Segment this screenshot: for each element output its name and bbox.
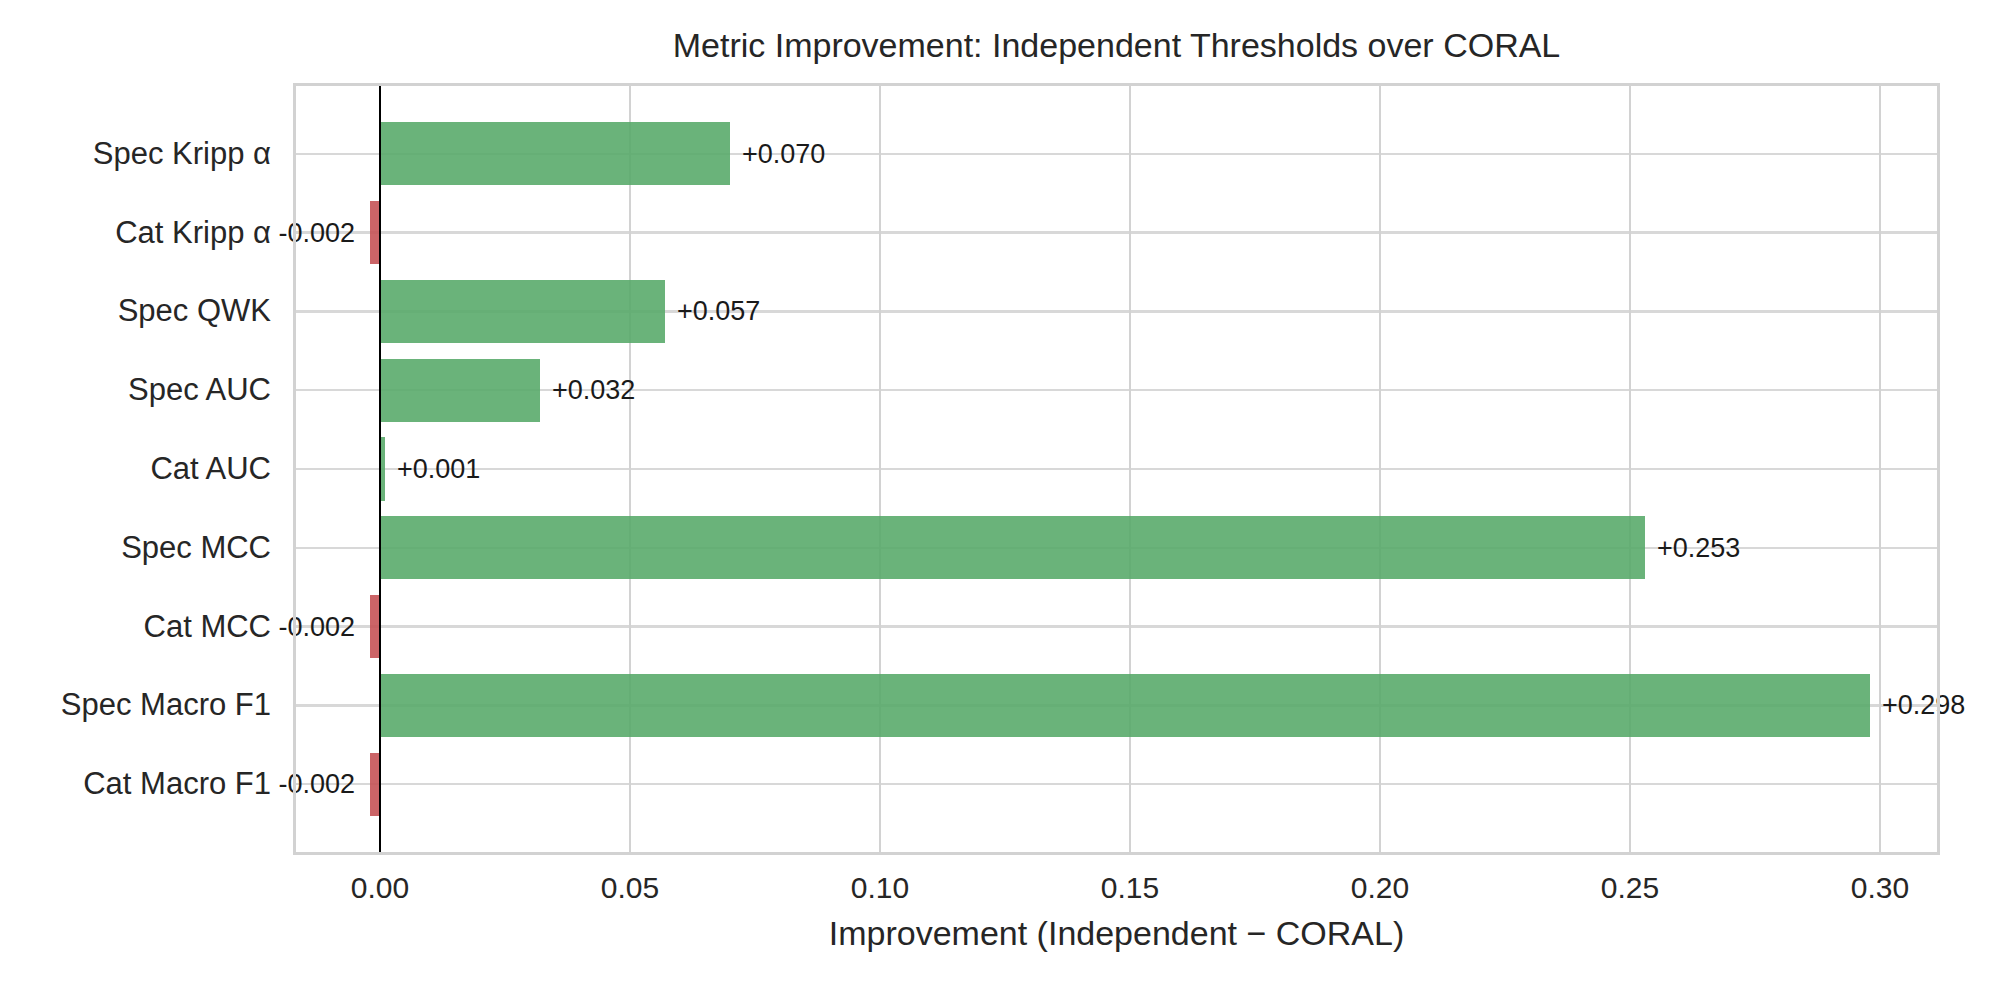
gridline-x [1629,83,1632,855]
y-tick-label: Spec MCC [0,531,271,565]
x-tick-label: 0.10 [851,871,909,905]
bar [380,674,1870,737]
x-tick-label: 0.00 [351,871,409,905]
bar-value-label: +0.057 [677,296,760,326]
chart-title: Metric Improvement: Independent Threshol… [293,26,1940,64]
gridline-y [293,389,1940,392]
gridline-y [293,625,1940,628]
figure: Metric Improvement: Independent Threshol… [0,0,2000,1000]
bar-value-label: +0.298 [1882,690,1965,720]
gridline-y [293,231,1940,234]
bar [380,516,1645,579]
zero-line [379,83,382,855]
x-tick-label: 0.15 [1101,871,1159,905]
y-tick-label: Spec Kripp α [0,137,271,171]
x-tick-label: 0.20 [1351,871,1409,905]
bar-value-label: -0.002 [278,612,355,642]
y-tick-label: Cat Macro F1 [0,767,271,801]
bar [380,359,540,422]
bar-value-label: +0.253 [1657,533,1740,563]
y-tick-label: Cat MCC [0,610,271,644]
y-tick-label: Spec QWK [0,294,271,328]
gridline-y [293,783,1940,786]
x-tick-label: 0.05 [601,871,659,905]
gridline-x [1379,83,1382,855]
y-tick-label: Spec Macro F1 [0,688,271,722]
gridline-x [879,83,882,855]
bar-value-label: +0.032 [552,375,635,405]
gridline-x [1879,83,1882,855]
bar [380,122,730,185]
gridline-x [629,83,632,855]
gridline-x [1129,83,1132,855]
x-tick-label: 0.30 [1851,871,1909,905]
gridline-y [293,468,1940,471]
x-axis-label: Improvement (Independent − CORAL) [293,914,1940,952]
y-tick-label: Cat AUC [0,452,271,486]
plot-area: +0.070-0.002+0.057+0.032+0.001+0.253-0.0… [293,83,1940,855]
y-tick-label: Cat Kripp α [0,216,271,250]
bar-value-label: -0.002 [278,218,355,248]
bar-value-label: +0.001 [397,454,480,484]
bar-value-label: +0.070 [742,139,825,169]
x-tick-label: 0.25 [1601,871,1659,905]
bar-value-label: -0.002 [278,769,355,799]
bar [380,280,665,343]
y-tick-label: Spec AUC [0,373,271,407]
